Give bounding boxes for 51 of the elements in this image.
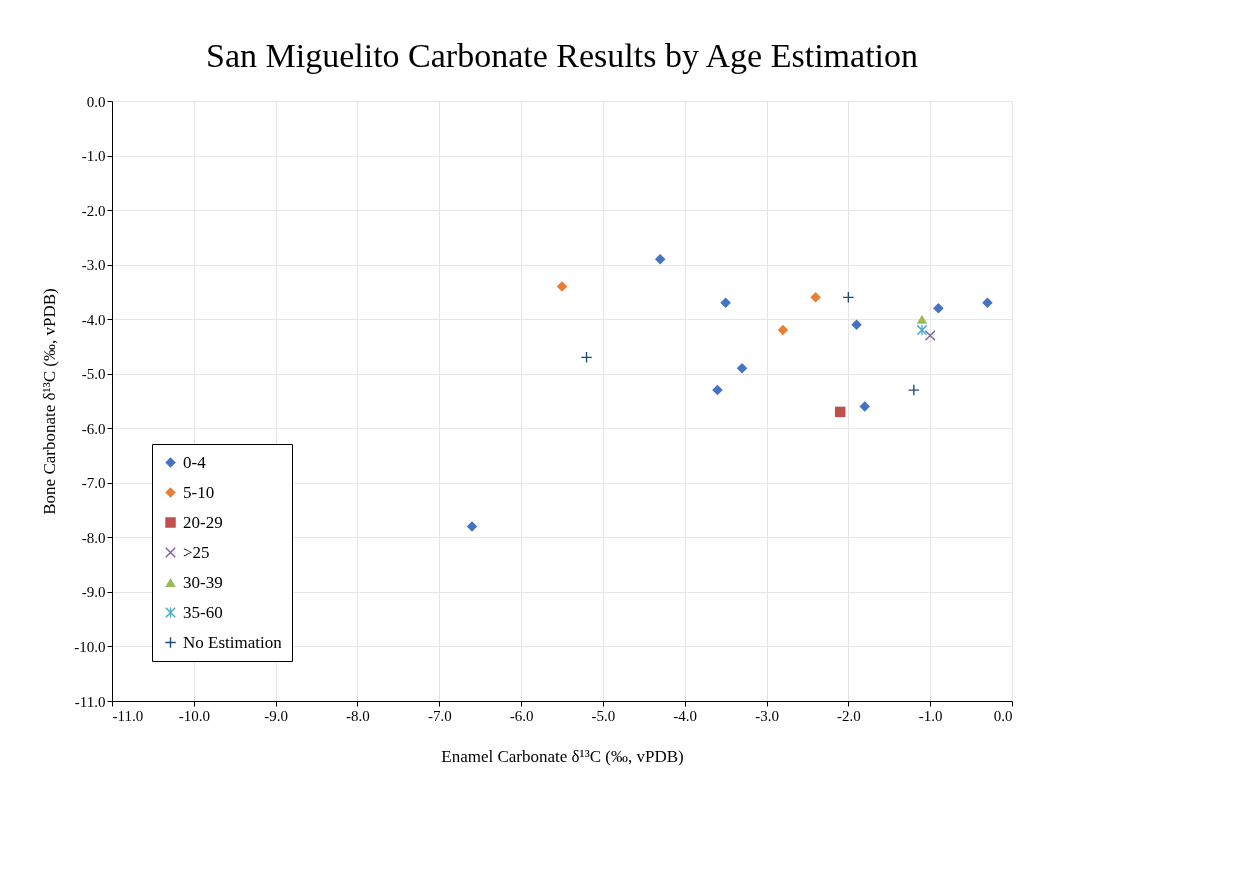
y-tick-label: -1.0 — [81, 148, 106, 165]
x-tick-label: -11.0 — [112, 707, 144, 724]
x-tick-label: -7.0 — [427, 707, 452, 724]
legend-label: No Estimation — [183, 632, 283, 652]
y-tick-label: -10.0 — [74, 638, 106, 655]
point — [933, 303, 944, 314]
y-axis-title: Bone Carbonate δ¹³C (‰, vPDB) — [40, 288, 60, 515]
y-tick-label: -9.0 — [81, 584, 106, 601]
point — [982, 297, 993, 309]
y-tick-label: -11.0 — [74, 693, 106, 710]
x-tick-label: -1.0 — [918, 707, 943, 724]
x-tick-label: 0.0 — [993, 707, 1013, 724]
point — [810, 292, 821, 303]
y-tick-label: 0.0 — [86, 93, 106, 110]
point — [720, 297, 731, 309]
x-tick-label: -10.0 — [178, 707, 210, 724]
point — [908, 384, 920, 396]
point — [654, 253, 666, 265]
point — [777, 324, 789, 336]
x-tick-label: -9.0 — [264, 707, 289, 724]
y-tick-label: -4.0 — [81, 311, 106, 328]
point — [924, 330, 936, 341]
x-tick-label: -4.0 — [673, 707, 698, 724]
y-tick-label: -6.0 — [81, 420, 106, 437]
x-tick-label: -2.0 — [836, 707, 861, 724]
legend-label: >25 — [183, 542, 210, 562]
y-tick-label: -2.0 — [81, 202, 106, 219]
point — [916, 324, 928, 336]
y-tick-label: -7.0 — [81, 475, 106, 492]
point — [834, 406, 846, 418]
x-tick-label: -8.0 — [346, 707, 370, 724]
point — [556, 281, 568, 292]
point — [859, 401, 870, 412]
legend-label: 5-10 — [183, 482, 215, 502]
point — [851, 319, 862, 330]
point — [916, 314, 928, 324]
point — [466, 521, 478, 532]
legend-label: 20-29 — [183, 512, 223, 532]
point — [736, 363, 748, 374]
point — [712, 384, 723, 396]
x-axis-title: Enamel Carbonate δ¹³C (‰, vPDB) — [441, 746, 684, 766]
x-tick-label: -5.0 — [591, 707, 616, 724]
x-tick-label: -3.0 — [755, 707, 779, 724]
legend-label: 0-4 — [183, 452, 207, 472]
legend-label: 30-39 — [183, 572, 223, 592]
y-tick-label: -3.0 — [81, 257, 106, 274]
y-tick-label: -5.0 — [81, 366, 106, 383]
x-tick-label: -6.0 — [509, 707, 534, 724]
y-tick-label: -8.0 — [81, 529, 106, 546]
chart-title: San Miguelito Carbonate Results by Age Estimation — [205, 37, 919, 74]
legend-label: 35-60 — [183, 602, 223, 622]
